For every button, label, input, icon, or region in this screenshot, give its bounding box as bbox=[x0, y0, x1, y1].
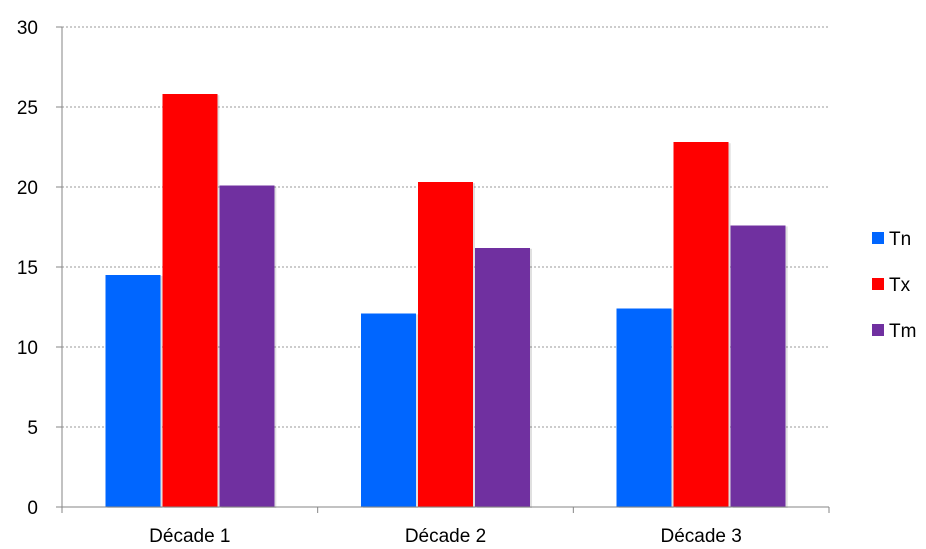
bar-tm-3 bbox=[730, 225, 786, 507]
bar-tx-1 bbox=[162, 94, 218, 507]
x-tick-labels: Décade 1 Décade 2 Décade 3 bbox=[149, 526, 742, 547]
y-tick-labels: 0 5 10 15 20 25 30 bbox=[17, 18, 38, 519]
y-tick-label: 5 bbox=[27, 418, 38, 439]
x-tick-label: Décade 2 bbox=[405, 526, 486, 547]
axes bbox=[56, 26, 830, 513]
y-tick-label: 0 bbox=[27, 498, 38, 519]
y-tick-label: 30 bbox=[17, 18, 38, 39]
y-tick-label: 20 bbox=[17, 178, 38, 199]
legend-label-tm: Tm bbox=[889, 321, 916, 342]
bar-tm-2 bbox=[475, 247, 530, 508]
x-tick-label: Décade 1 bbox=[149, 526, 230, 547]
legend-swatch-tm bbox=[872, 324, 884, 336]
legend: Tn Tx Tm bbox=[872, 229, 916, 342]
bar-tm-1 bbox=[219, 185, 275, 507]
y-tick-label: 15 bbox=[17, 258, 38, 279]
x-tick-label: Décade 3 bbox=[660, 526, 741, 547]
legend-label-tx: Tx bbox=[889, 275, 911, 296]
bar-tx-3 bbox=[673, 142, 729, 507]
y-tick-label: 25 bbox=[17, 98, 38, 119]
bar-tn-2 bbox=[361, 313, 416, 507]
legend-swatch-tn bbox=[872, 232, 884, 244]
y-tick-label: 10 bbox=[17, 338, 38, 359]
legend-label-tn: Tn bbox=[889, 229, 911, 250]
legend-swatch-tx bbox=[872, 278, 884, 290]
bar-tx-2 bbox=[418, 182, 473, 507]
bar-tn-1 bbox=[105, 275, 161, 507]
bars bbox=[105, 94, 788, 509]
bar-tn-3 bbox=[616, 308, 672, 507]
